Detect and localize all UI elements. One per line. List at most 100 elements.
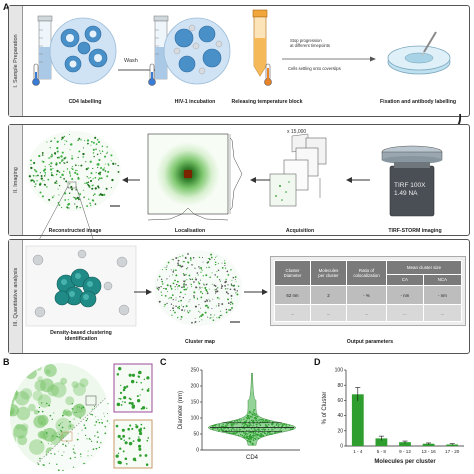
data-point [260, 418, 262, 421]
data-point [276, 424, 278, 426]
y-tick-label: 250 [191, 368, 200, 374]
progression-arrow-icon [282, 56, 376, 62]
data-point [243, 418, 245, 421]
data-point [261, 431, 264, 433]
data-point [261, 428, 263, 431]
data-point [246, 435, 248, 437]
data-point [254, 437, 256, 440]
data-point [228, 432, 230, 434]
table-cell: - nm [422, 284, 463, 306]
data-point [252, 424, 255, 427]
data-point [249, 436, 252, 438]
caption-reconstructed-image: Reconstructed image [48, 228, 102, 234]
data-point [242, 423, 244, 425]
bar [399, 442, 411, 446]
localisation-plot [147, 133, 243, 221]
data-point [248, 415, 250, 417]
data-point [255, 429, 257, 432]
data-point [222, 423, 224, 426]
data-point [257, 437, 260, 440]
data-point [231, 432, 234, 434]
panel-letter-c: C [160, 357, 167, 367]
data-point [247, 416, 249, 418]
data-point [258, 429, 260, 431]
data-point [233, 429, 236, 431]
data-point [260, 432, 262, 435]
caption-localisation: Localisation [174, 228, 206, 234]
data-point [265, 419, 267, 421]
panel-letter-b: B [3, 357, 10, 367]
data-point [258, 422, 260, 425]
data-point [232, 428, 234, 430]
microscope-objective-icon [381, 145, 443, 217]
data-point [225, 425, 227, 427]
data-point [211, 425, 214, 427]
header-molecules-per-cluster: Molecules per cluster [310, 260, 347, 286]
cells-hiv-incubation-icon [163, 17, 231, 85]
x-tick-label: 17 - 20 [445, 449, 460, 454]
data-point [252, 435, 255, 437]
data-point [266, 433, 269, 435]
panel-letter-d: D [314, 357, 321, 367]
y-tick-label: 50 [193, 432, 199, 438]
data-point [246, 424, 249, 427]
x-tick-label: 1 - 4 [353, 449, 363, 454]
data-point [263, 429, 266, 431]
data-point [243, 436, 245, 439]
x-tick-label: CD4 [246, 455, 259, 461]
data-point [259, 435, 261, 437]
data-point [230, 424, 232, 426]
caption-density-based-clustering: Density-based clustering identification [50, 330, 112, 342]
table-cell: 62 nm [274, 284, 311, 306]
caption-fixation-antibody: Fixation and antibody labelling [379, 99, 457, 105]
data-point [262, 435, 264, 438]
flow-arrow-icon [346, 177, 370, 183]
table-cell: - % [346, 284, 387, 306]
acquisition-frames [269, 133, 327, 207]
data-point [235, 419, 237, 422]
data-point [254, 435, 256, 437]
caption-tirf-storm-imaging: TIRF-STORM imaging [388, 228, 442, 234]
data-point [245, 424, 247, 426]
table-cell: 2 [310, 284, 347, 306]
data-point [248, 429, 250, 431]
data-point [265, 425, 267, 427]
cells-settling-label: Cells settling onto coverslips [288, 66, 341, 71]
y-tick-label: 100 [335, 368, 344, 374]
data-point [226, 431, 228, 434]
y-axis-label: Diameter (nm) [178, 391, 184, 429]
violin-plot: 0 50 100 150 200 250 Diameter (nm) CD4 [178, 368, 300, 461]
caption-acquisition: Acquisition [285, 228, 315, 234]
data-point [259, 419, 261, 421]
data-point [254, 432, 257, 434]
data-point [262, 428, 265, 430]
bar [446, 444, 459, 446]
bar [375, 438, 388, 446]
y-tick-label: 20 [337, 428, 343, 434]
data-point [221, 429, 223, 431]
data-point [276, 431, 278, 433]
flow-arrow-icon [250, 177, 270, 183]
data-point [257, 428, 259, 430]
panel-letter-a: A [3, 2, 10, 12]
data-point [254, 429, 256, 431]
data-point [256, 421, 258, 423]
data-point [234, 433, 237, 435]
data-point [256, 437, 258, 439]
x-axis-label: Molecules per cluster [374, 459, 436, 465]
caption-hiv-incubation: HIV-1 incubation [174, 99, 216, 105]
data-point [227, 424, 229, 426]
data-point [250, 424, 252, 427]
data-point [262, 419, 264, 421]
data-point [271, 429, 273, 431]
data-point [229, 432, 232, 434]
data-point [217, 428, 219, 430]
data-point [288, 424, 291, 426]
data-point [232, 424, 234, 426]
falcon-tube-icon [252, 9, 268, 77]
data-point [244, 433, 247, 436]
data-point [252, 433, 255, 435]
data-point [242, 432, 245, 434]
data-point [218, 425, 221, 427]
caption-releasing-temperature-block: Releasing temperature block [231, 99, 303, 105]
